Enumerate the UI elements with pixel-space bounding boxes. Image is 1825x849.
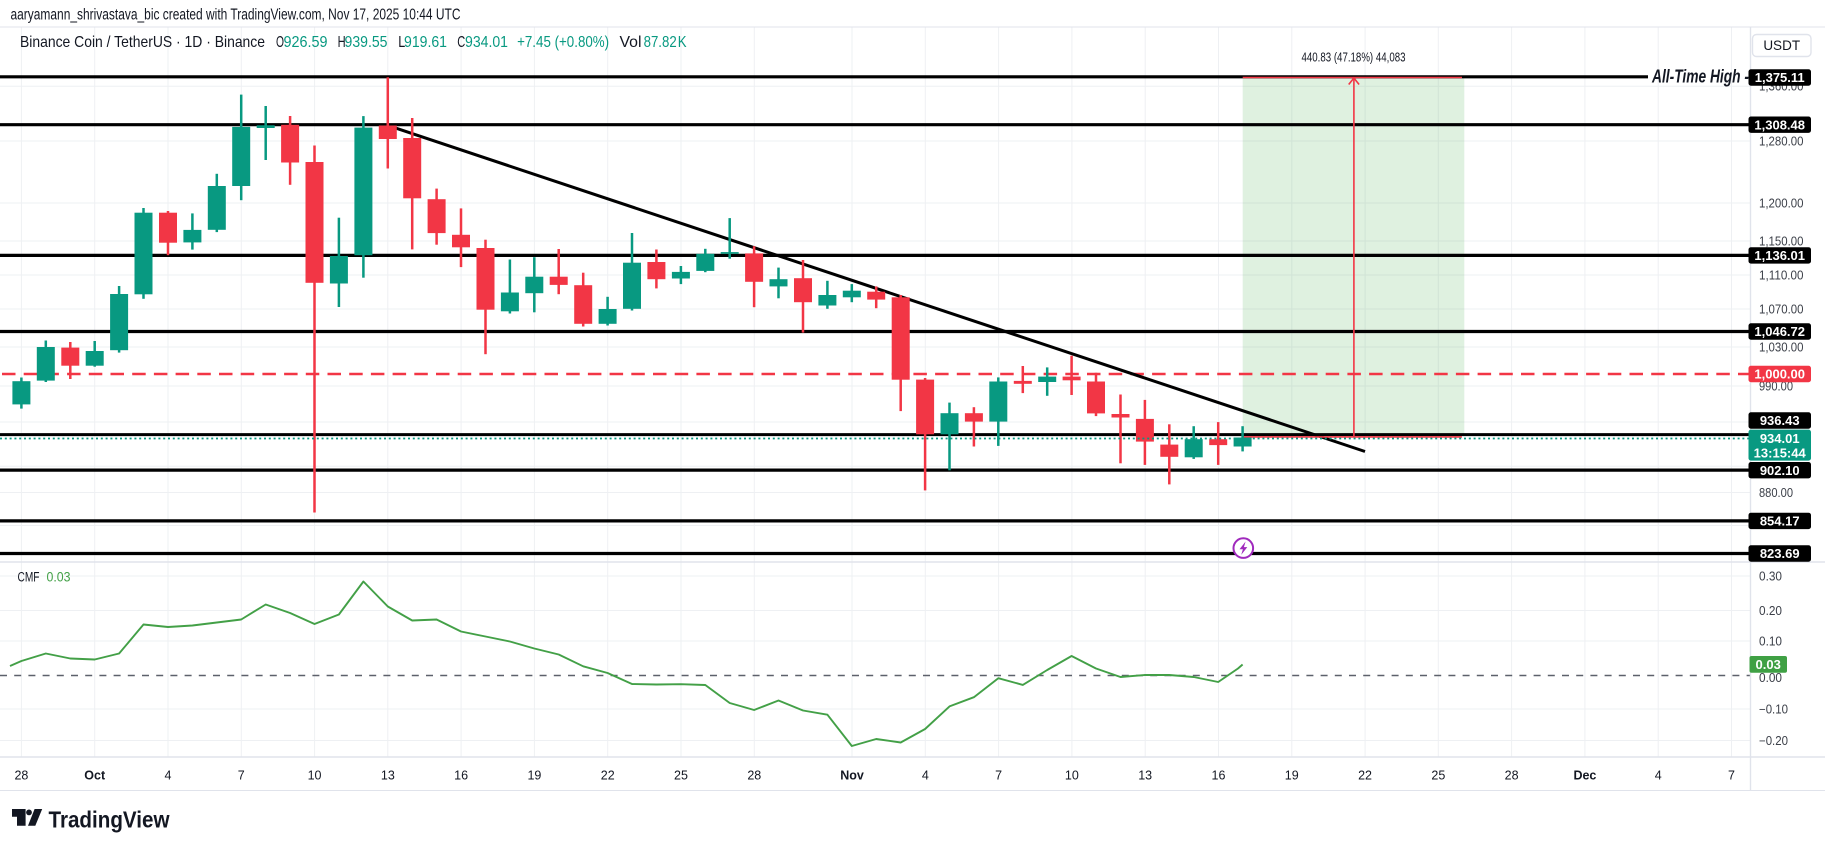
svg-text:TradingView: TradingView (49, 807, 171, 833)
svg-text:7: 7 (238, 769, 245, 783)
svg-text:+7.45 (+0.80%): +7.45 (+0.80%) (517, 34, 609, 51)
svg-text:1,046.72: 1,046.72 (1754, 324, 1805, 339)
svg-text:19: 19 (1285, 769, 1299, 783)
svg-text:936.43: 936.43 (1760, 413, 1800, 428)
svg-text:19: 19 (527, 769, 541, 783)
svg-text:0.00: 0.00 (1759, 671, 1782, 685)
svg-text:H: H (338, 34, 346, 51)
svg-text:1,200.00: 1,200.00 (1759, 196, 1804, 210)
svg-text:823.69: 823.69 (1760, 546, 1800, 561)
svg-text:28: 28 (747, 769, 761, 783)
svg-text:7: 7 (1728, 769, 1735, 783)
svg-text:28: 28 (1505, 769, 1519, 783)
svg-text:934.01: 934.01 (465, 34, 508, 51)
svg-text:Vol: Vol (620, 34, 642, 51)
svg-text:−0.10: −0.10 (1759, 702, 1788, 716)
svg-text:10: 10 (308, 769, 322, 783)
svg-text:4: 4 (922, 769, 929, 783)
svg-text:0.03: 0.03 (1756, 657, 1781, 672)
svg-text:13:15:44: 13:15:44 (1754, 445, 1807, 460)
svg-text:919.61: 919.61 (404, 34, 447, 51)
svg-text:16: 16 (454, 769, 468, 783)
svg-text:902.10: 902.10 (1760, 463, 1800, 478)
svg-text:1,308.48: 1,308.48 (1754, 117, 1805, 132)
svg-text:7: 7 (995, 769, 1002, 783)
svg-text:22: 22 (1358, 769, 1372, 783)
svg-text:440.83 (47.18%) 44,083: 440.83 (47.18%) 44,083 (1302, 51, 1406, 65)
svg-text:1,000.00: 1,000.00 (1754, 367, 1805, 382)
svg-text:28: 28 (14, 769, 28, 783)
svg-text:87.82 K: 87.82 K (644, 34, 687, 51)
svg-text:4: 4 (165, 769, 172, 783)
svg-text:1,070.00: 1,070.00 (1759, 302, 1804, 316)
svg-text:22: 22 (601, 769, 615, 783)
svg-text:16: 16 (1212, 769, 1226, 783)
svg-text:13: 13 (381, 769, 395, 783)
svg-text:10: 10 (1065, 769, 1079, 783)
svg-text:1,030.00: 1,030.00 (1759, 340, 1804, 354)
svg-text:O: O (276, 34, 284, 51)
svg-text:1,110.00: 1,110.00 (1759, 268, 1804, 282)
svg-text:25: 25 (1431, 769, 1445, 783)
svg-text:1,136.01: 1,136.01 (1754, 248, 1805, 263)
svg-text:25: 25 (674, 769, 688, 783)
svg-text:0.20: 0.20 (1759, 604, 1782, 618)
svg-text:0.03: 0.03 (47, 570, 71, 585)
svg-text:990.00: 990.00 (1759, 379, 1793, 393)
svg-text:C: C (457, 34, 465, 51)
svg-text:926.59: 926.59 (284, 34, 328, 51)
svg-text:Dec: Dec (1573, 769, 1596, 783)
svg-text:USDT: USDT (1763, 38, 1800, 53)
svg-text:13: 13 (1138, 769, 1152, 783)
svg-text:1,280.00: 1,280.00 (1759, 134, 1804, 148)
svg-text:aaryamann_shrivastava_bic crea: aaryamann_shrivastava_bic created with T… (11, 7, 461, 24)
svg-text:Nov: Nov (840, 769, 864, 783)
svg-text:0.10: 0.10 (1759, 634, 1782, 648)
svg-text:−0.20: −0.20 (1759, 734, 1788, 748)
svg-text:1,150.00: 1,150.00 (1759, 234, 1804, 248)
svg-text:Binance Coin / TetherUS · 1D ·: Binance Coin / TetherUS · 1D · Binance (20, 34, 265, 51)
svg-text:CMF: CMF (18, 570, 40, 585)
svg-text:0.30: 0.30 (1759, 569, 1782, 583)
svg-text:Oct: Oct (84, 769, 106, 783)
svg-text:All-Time High -: All-Time High - (1651, 67, 1749, 87)
svg-text:934.01: 934.01 (1760, 431, 1800, 446)
svg-text:L: L (398, 34, 405, 51)
svg-text:854.17: 854.17 (1760, 514, 1800, 529)
svg-text:4: 4 (1655, 769, 1662, 783)
svg-text:880.00: 880.00 (1759, 486, 1793, 500)
svg-text:939.55: 939.55 (345, 34, 388, 51)
svg-text:1,375.11: 1,375.11 (1755, 70, 1805, 85)
